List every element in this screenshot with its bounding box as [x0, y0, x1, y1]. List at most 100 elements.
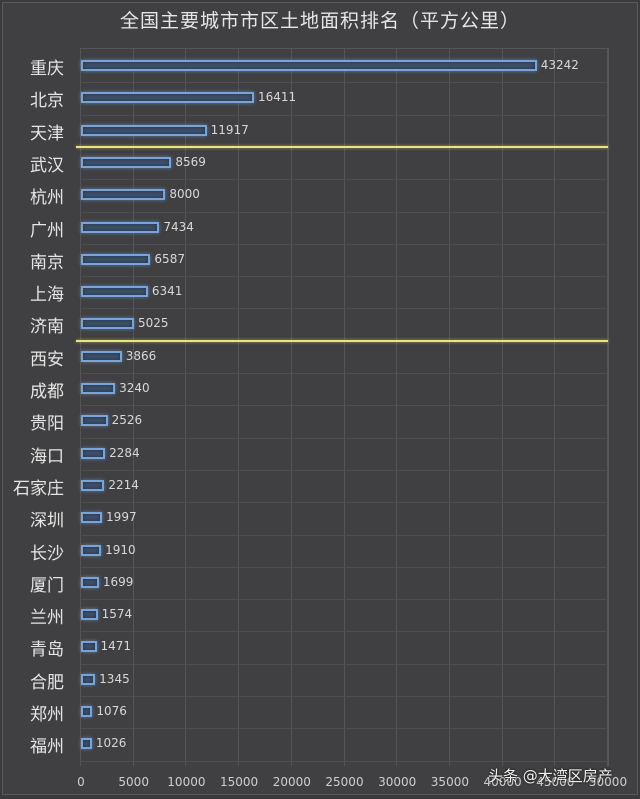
horizontal-gridline: [80, 760, 608, 762]
bar-row: 重庆 43242: [0, 50, 640, 82]
data-label: 3240: [119, 381, 150, 395]
horizontal-gridline: [80, 405, 608, 407]
data-label: 1026: [95, 736, 127, 751]
data-label: 1910: [105, 542, 136, 557]
category-label: 广州: [30, 220, 64, 241]
bar: [81, 92, 254, 104]
data-label: 6587: [154, 251, 185, 266]
bar-row: 青岛 1471: [0, 631, 640, 663]
category-label: 西安: [30, 349, 64, 370]
horizontal-gridline: [80, 114, 608, 116]
data-label: 1345: [99, 671, 130, 686]
horizontal-gridline: [80, 599, 608, 601]
vertical-gridline: [185, 49, 187, 766]
horizontal-gridline: [80, 82, 608, 84]
data-label: 1471: [100, 639, 132, 654]
bar-row: 兰州 1574: [0, 599, 640, 631]
bar-row: 合肥 1345: [0, 664, 640, 696]
horizontal-gridline: [80, 373, 608, 374]
bar: [81, 479, 105, 491]
bar: [81, 544, 102, 556]
bar: [81, 350, 122, 362]
horizontal-gridline: [80, 696, 608, 697]
vertical-gridline: [501, 49, 503, 766]
horizontal-gridline: [80, 534, 608, 536]
category-label: 海口: [30, 446, 64, 467]
bar-row: 上海 6341: [0, 276, 640, 308]
category-label: 长沙: [30, 543, 64, 564]
data-label: 8569: [175, 154, 206, 169]
bar: [81, 221, 160, 233]
bar-row: 厦门 1699: [0, 567, 640, 599]
bar-row: 南京 6587: [0, 244, 640, 276]
category-label: 天津: [30, 123, 64, 144]
bar: [81, 253, 151, 265]
category-label: 武汉: [30, 155, 64, 176]
category-label: 深圳: [30, 511, 64, 532]
bar-row: 杭州 8000: [0, 179, 640, 211]
bar: [81, 60, 537, 71]
horizontal-gridline: [80, 243, 608, 245]
horizontal-gridline: [80, 663, 608, 665]
bar-row: 广州 7434: [0, 212, 640, 244]
bar: [81, 706, 93, 717]
x-tick-label: 50000: [588, 775, 628, 789]
bar-row: 成都 3240: [0, 373, 640, 405]
bar: [81, 318, 134, 330]
x-tick-label: 15000: [220, 775, 259, 789]
category-label: 北京: [30, 91, 64, 112]
horizontal-gridline: [80, 308, 608, 310]
bar-row: 石家庄 2214: [0, 470, 640, 502]
data-label: 2284: [109, 445, 140, 460]
data-label: 3866: [125, 348, 157, 363]
data-label: 7434: [163, 219, 194, 234]
separator-line: [76, 145, 608, 148]
category-label: 石家庄: [13, 478, 64, 499]
horizontal-gridline: [80, 211, 608, 213]
horizontal-gridline: [80, 437, 608, 439]
data-label: 43242: [540, 58, 579, 72]
vertical-gridline: [607, 49, 608, 766]
horizontal-gridline: [80, 631, 608, 633]
data-label: 11917: [210, 122, 249, 137]
bar-row: 济南 5025: [0, 308, 640, 340]
x-tick-label: 5000: [118, 775, 149, 789]
data-label: 1076: [96, 704, 127, 718]
category-label: 成都: [30, 382, 64, 402]
data-label: 16411: [257, 90, 297, 105]
bar: [81, 673, 96, 685]
data-label: 2214: [108, 477, 139, 492]
bar: [81, 609, 98, 621]
category-label: 杭州: [30, 188, 64, 209]
category-label: 青岛: [30, 640, 64, 661]
category-label: 上海: [30, 285, 64, 306]
horizontal-gridline: [80, 469, 608, 471]
bar: [81, 576, 99, 588]
plot-area: [80, 48, 609, 766]
data-label: 8000: [169, 187, 200, 202]
vertical-gridline: [396, 49, 398, 766]
data-label: 1997: [106, 510, 137, 525]
data-label: 1699: [102, 574, 134, 589]
watermark: 头条 @大湾区房产: [488, 767, 613, 785]
data-label: 6341: [151, 284, 183, 299]
data-label: 1574: [101, 607, 133, 622]
bar: [81, 447, 106, 459]
bar: [81, 383, 116, 394]
bar-row: 长沙 1910: [0, 535, 640, 567]
horizontal-gridline: [80, 179, 608, 181]
vertical-gridline: [343, 49, 345, 766]
category-label: 合肥: [30, 672, 64, 693]
bar: [81, 738, 92, 750]
bar: [81, 641, 97, 653]
category-label: 济南: [30, 317, 64, 338]
bar-row: 海口 2284: [0, 438, 640, 470]
category-label: 重庆: [30, 59, 64, 79]
bar: [81, 286, 148, 298]
vertical-gridline: [132, 49, 134, 766]
category-label: 福州: [30, 737, 64, 758]
horizontal-gridline: [80, 566, 608, 568]
x-tick-label: 20000: [272, 775, 311, 789]
bar-row: 福州 1026: [0, 728, 640, 760]
x-tick-label: 35000: [430, 775, 469, 789]
